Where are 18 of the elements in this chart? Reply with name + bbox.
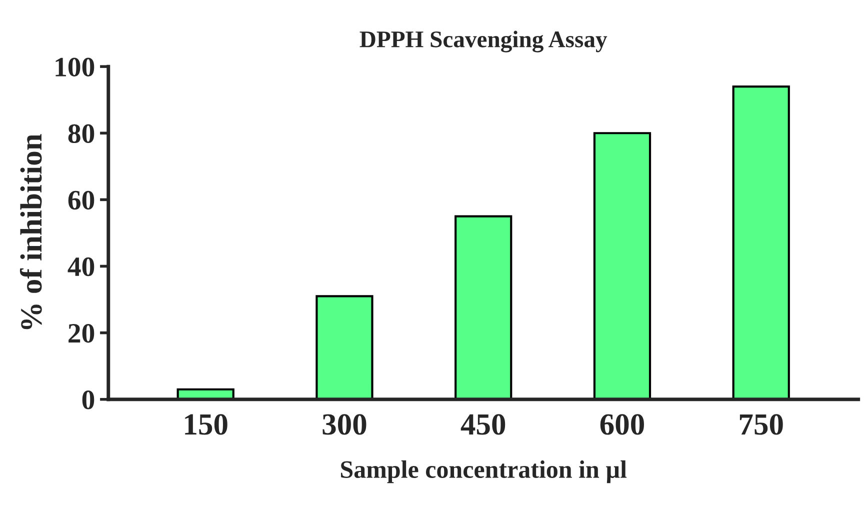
x-tick-label: 450 bbox=[460, 414, 506, 435]
x-tick-label: 150 bbox=[185, 414, 228, 435]
chart-title: DPPH Scavenging Assay bbox=[360, 30, 608, 52]
bar bbox=[593, 132, 652, 400]
bar bbox=[732, 85, 790, 400]
x-tick-label: 600 bbox=[600, 414, 644, 435]
y-axis-title: % of inhibition bbox=[20, 134, 42, 330]
x-tick-label: 750 bbox=[740, 414, 783, 435]
y-tick-label: 100 bbox=[56, 58, 94, 76]
x-axis-title: Sample concentration in µl bbox=[341, 460, 627, 484]
y-tick-label: 20 bbox=[68, 324, 94, 343]
bar bbox=[454, 215, 512, 400]
y-tick-label: 0 bbox=[82, 390, 94, 410]
y-tick-label: 80 bbox=[68, 124, 94, 144]
y-tick-label: 60 bbox=[68, 190, 94, 210]
x-tick-label: 300 bbox=[322, 414, 366, 435]
bar bbox=[316, 295, 374, 400]
y-tick-label: 40 bbox=[68, 257, 94, 276]
